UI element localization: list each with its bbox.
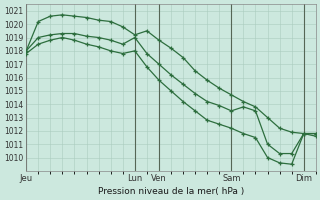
X-axis label: Pression niveau de la mer( hPa ): Pression niveau de la mer( hPa ) [98,187,244,196]
